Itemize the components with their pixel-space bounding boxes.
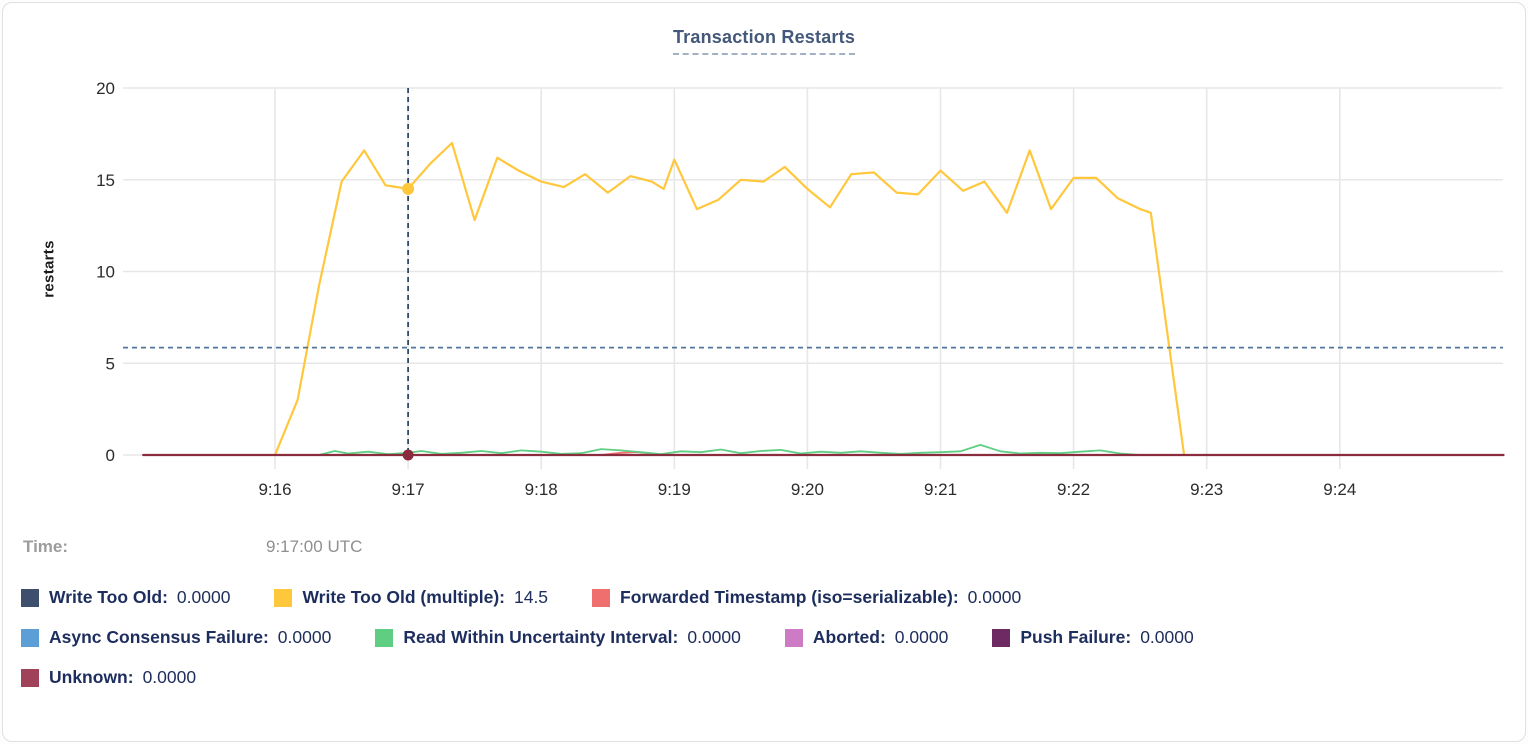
legend-value: 0.0000 [967,587,1022,607]
legend-value: 0.0000 [176,587,231,607]
legend-value: 0.0000 [1140,627,1194,647]
legend-label: Write Too Old (multiple): [302,587,505,607]
legend-row: Write Too Old: 0.0000 Write Too Old (multi… [21,587,1507,608]
legend-swatch [21,588,39,607]
legend-swatch [21,668,39,687]
legend-item-write-too-old-multiple-[interactable]: Write Too Old (multiple): 14.5 [274,587,548,608]
legend-swatch [375,628,394,647]
legend-item-forwarded-timestamp-iso-serializable-[interactable]: Forwarded Timestamp (iso=serializable): 0… [592,587,1021,608]
legend-item-async-consensus-failure[interactable]: Async Consensus Failure: 0.0000 [21,627,331,648]
y-tick-label: 0 [106,446,115,465]
legend-value: 0.0000 [894,627,949,647]
legend-label: Unknown: [49,667,134,687]
y-tick-label: 15 [96,171,115,190]
legend-swatch [21,628,39,647]
legend-label: Write Too Old: [49,587,168,607]
legend-item-write-too-old[interactable]: Write Too Old: 0.0000 [21,587,230,608]
x-tick-label: 9:21 [924,480,957,499]
y-tick-label: 20 [96,79,115,98]
time-label: Time: [23,537,69,556]
legend-value: 0.0000 [142,667,197,687]
crosshair-dot-unknown [402,449,414,461]
chart-title[interactable]: Transaction Restarts [672,27,856,55]
legend-label: Aborted: [812,627,886,647]
legend-item-read-within-uncertainty-interval[interactable]: Read Within Uncertainty Interval: 0.0000 [375,627,741,648]
legend-label: Push Failure: [1020,627,1132,647]
legend-label: Async Consensus Failure: [49,627,269,647]
x-tick-label: 9:16 [258,480,291,499]
legend-value: 0.0000 [277,627,332,647]
x-tick-label: 9:20 [791,480,824,499]
legend: Write Too Old: 0.0000 Write Too Old (multi… [21,587,1507,707]
legend-item-aborted[interactable]: Aborted: 0.0000 [784,627,949,648]
hover-time-row: Time: 9:17:00 UTC [3,537,1525,567]
transaction-restarts-chart[interactable]: 0 5 10 15 20 9:16 9:17 9:18 9:19 9:20 9:21 9:22 9:23… [3,3,1526,518]
x-tick-label: 9:18 [525,480,558,499]
legend-label: Forwarded Timestamp (iso=serializable): [620,587,959,607]
legend-item-push-failure[interactable]: Push Failure: 0.0000 [992,627,1194,648]
legend-swatch [274,588,293,607]
legend-value: 14.5 [513,587,549,607]
legend-item-unknown[interactable]: Unknown: 0.0000 [21,667,196,688]
legend-value: 0.0000 [687,627,741,647]
legend-swatch [992,628,1011,647]
legend-row: Async Consensus Failure: 0.0000 Read Withi… [21,627,1507,648]
crosshair-dot-write-too-old-multiple- [402,182,415,195]
legend-swatch [784,628,803,647]
x-tick-label: 9:23 [1190,480,1223,499]
x-tick-label: 9:24 [1323,480,1356,499]
time-value: 9:17:00 UTC [266,537,363,556]
legend-swatch [592,588,611,607]
y-tick-label: 10 [96,263,115,282]
legend-label: Read Within Uncertainty Interval: [403,627,679,647]
series-line-read-within-uncertainty-interval [317,443,1142,456]
legend-row: Unknown: 0.0000 [21,667,1507,688]
x-tick-label: 9:17 [392,480,425,499]
y-tick-label: 5 [106,354,115,373]
x-tick-label: 9:19 [658,480,691,499]
x-tick-label: 9:22 [1057,480,1090,499]
